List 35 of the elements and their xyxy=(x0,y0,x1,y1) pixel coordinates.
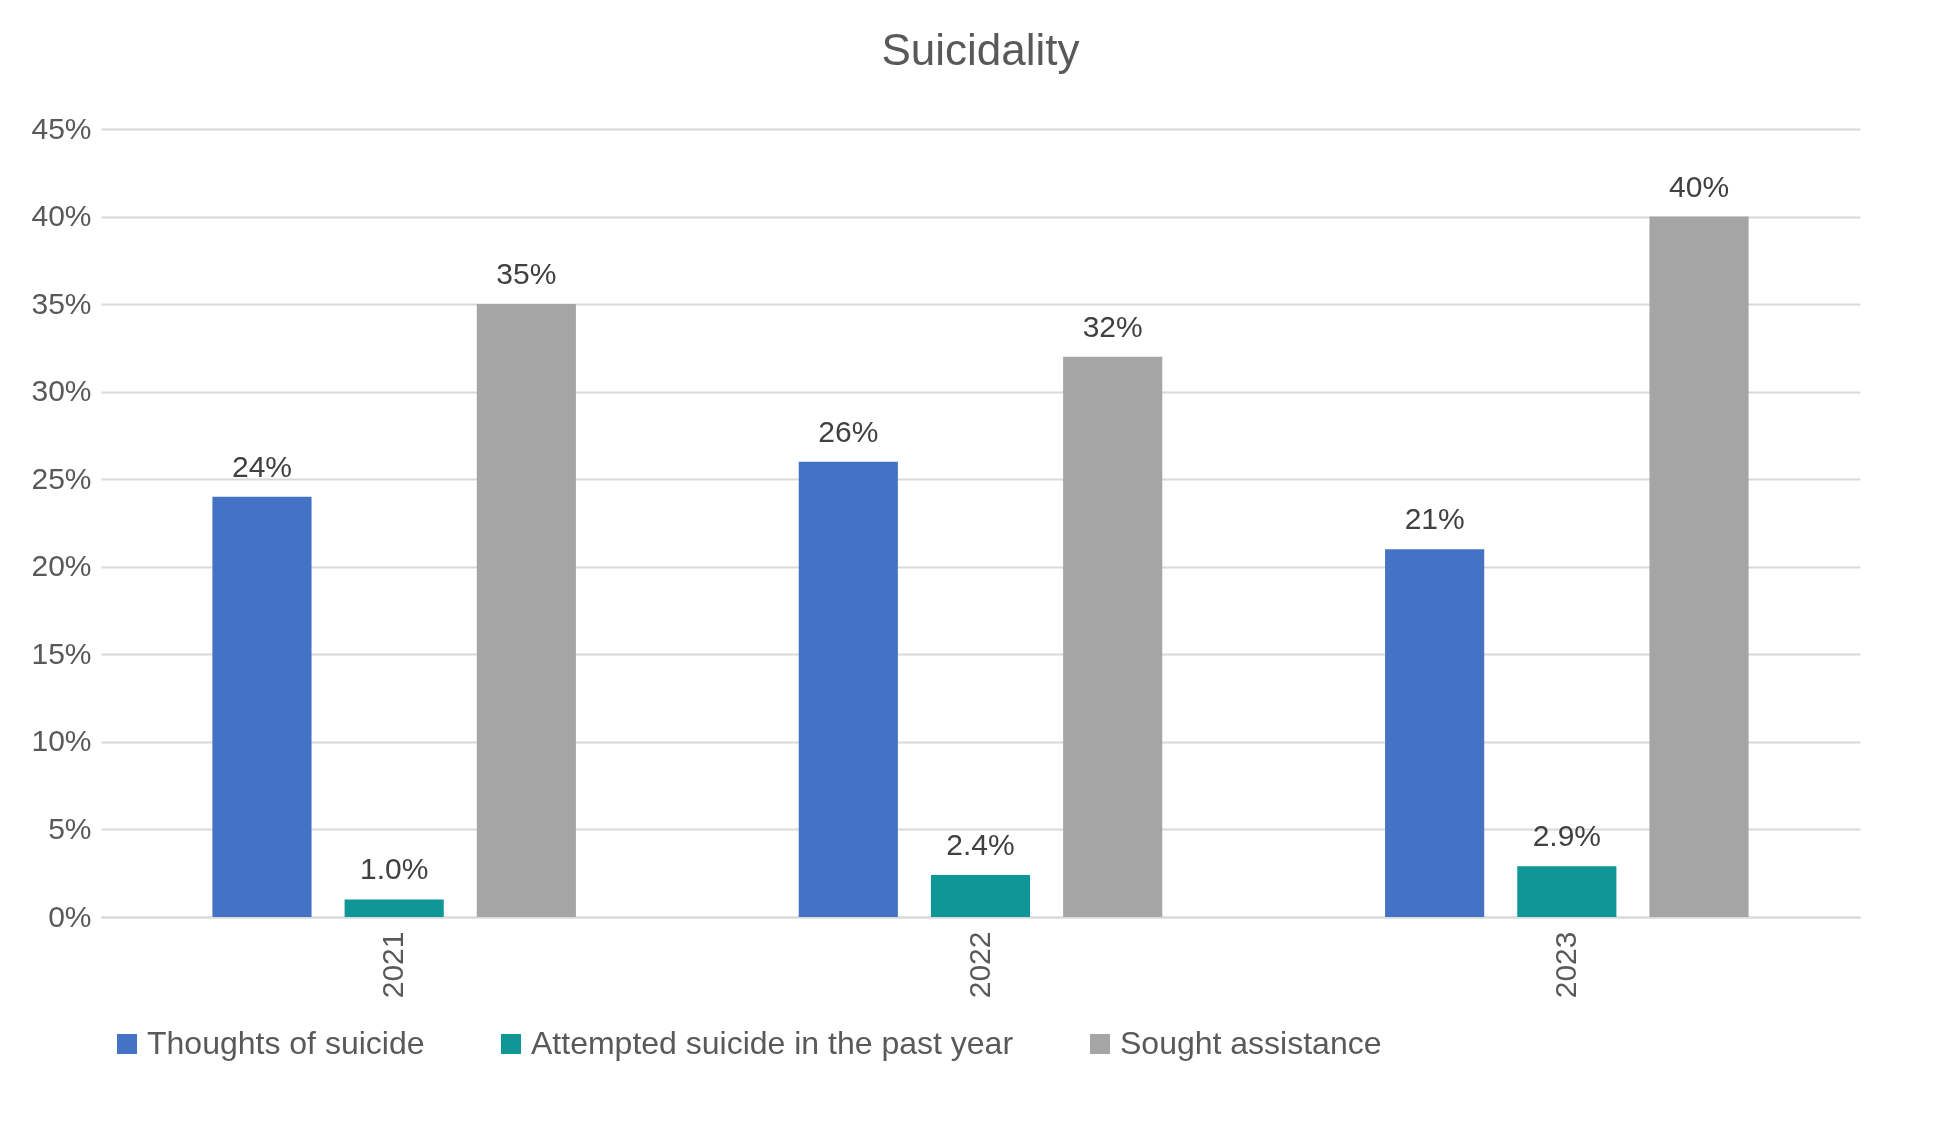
data-label: 2.4% xyxy=(946,827,1015,861)
data-label: 35% xyxy=(496,257,557,291)
y-tick-label: 20% xyxy=(31,549,92,583)
data-label: 1.0% xyxy=(359,852,429,886)
bar xyxy=(1649,216,1749,917)
y-tick-label: 35% xyxy=(31,286,92,320)
y-tick-label: 5% xyxy=(48,811,92,845)
bar xyxy=(476,304,576,917)
y-tick-label: 0% xyxy=(48,899,92,933)
data-label: 21% xyxy=(1404,502,1465,536)
x-tick-label: 2022 xyxy=(962,931,996,999)
data-label: 24% xyxy=(231,449,292,483)
data-label: 40% xyxy=(1669,169,1730,203)
y-tick-label: 45% xyxy=(31,111,92,145)
data-label: 2.9% xyxy=(1532,819,1602,853)
y-tick-label: 10% xyxy=(31,724,92,758)
bar xyxy=(1385,549,1485,917)
x-tick-label: 2021 xyxy=(376,931,410,999)
y-tick-label: 40% xyxy=(31,199,92,233)
bar xyxy=(930,874,1031,917)
data-label: 26% xyxy=(818,414,879,448)
legend-label: Thoughts of suicide xyxy=(147,1025,425,1061)
legend-label: Attempted suicide in the past year xyxy=(531,1025,1014,1061)
bar xyxy=(344,899,444,917)
y-tick-label: 25% xyxy=(31,461,92,495)
data-label: 32% xyxy=(1082,309,1143,343)
x-tick-label: 2023 xyxy=(1548,931,1582,999)
bar xyxy=(212,496,312,917)
y-tick-label: 30% xyxy=(31,374,92,408)
legend-label: Sought assistance xyxy=(1120,1025,1382,1061)
y-tick-label: 15% xyxy=(31,636,92,670)
bar xyxy=(798,461,898,917)
chart-title: Suicidality xyxy=(881,25,1080,74)
bar xyxy=(1517,866,1617,917)
bar xyxy=(1063,356,1163,917)
